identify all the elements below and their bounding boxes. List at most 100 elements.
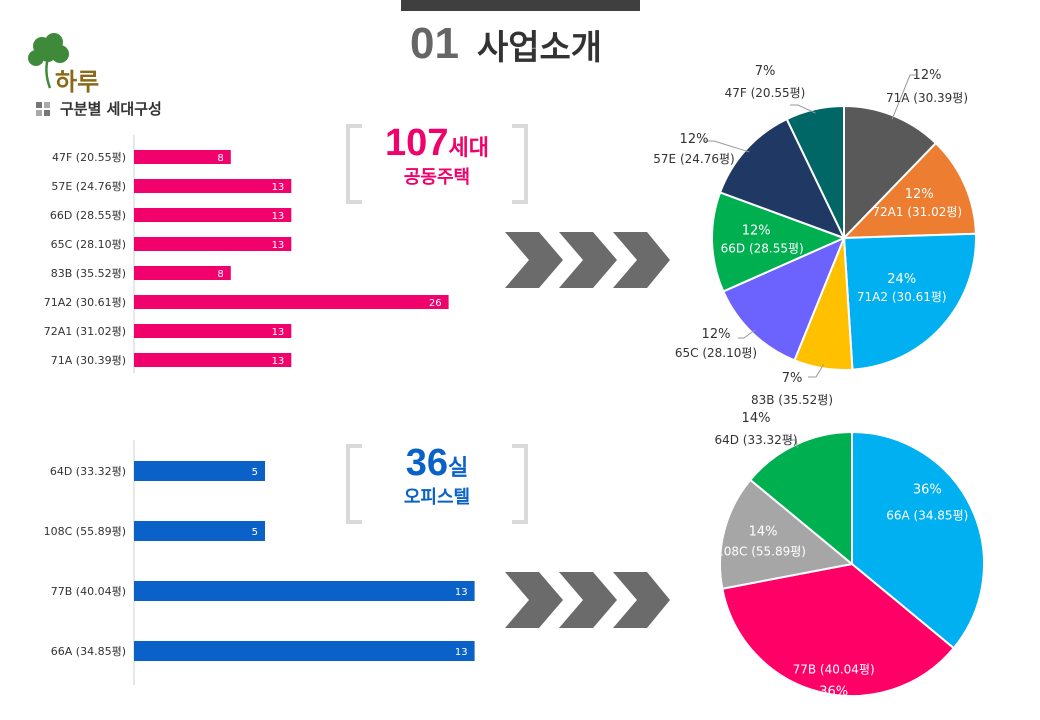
bar-value-label: 8 — [217, 153, 223, 164]
chevron-arrows-icon — [505, 232, 670, 288]
bar — [134, 461, 265, 481]
office-count: 36 — [405, 442, 449, 484]
page-title: 01 사업소개 — [410, 16, 602, 72]
bar-category-label: 66A (34.85평) — [51, 645, 126, 658]
pie-slice — [711, 191, 847, 293]
pie-percent-label: 12% — [702, 327, 731, 342]
pie-slice — [851, 430, 985, 650]
pie-percent-label: 24% — [887, 272, 916, 287]
bar — [134, 266, 231, 280]
pie-leader-line — [704, 140, 750, 153]
office-unit: 실 — [448, 456, 469, 481]
pie-percent-label: 12% — [905, 187, 934, 202]
clover-logo-icon — [28, 33, 69, 89]
bar-category-label: 57E (24.76평) — [51, 180, 126, 193]
bar-value-label: 13 — [272, 240, 285, 251]
bar — [134, 521, 265, 541]
pie-percent-label: 12% — [913, 68, 942, 83]
top-accent-bar — [401, 0, 640, 11]
pie-percent-label: 7% — [782, 371, 803, 386]
bar-value-label: 13 — [272, 211, 285, 222]
housing-pie-chart: 12% 71A (30.39평) 12% 72A1 (31.02평) 24% 71A2 (… — [653, 64, 977, 407]
pie-leader-line — [891, 74, 916, 120]
bar-value-label: 5 — [252, 467, 258, 478]
pie-slice — [721, 236, 846, 362]
bar — [134, 208, 292, 222]
callout-bracket-left — [346, 444, 362, 524]
callout-bracket-left — [346, 124, 362, 204]
pie-slice-label: 72A1 (31.02평) — [872, 205, 962, 219]
pie-slice-label: 64D (33.32평) — [714, 433, 797, 447]
pie-slice-label: 57E (24.76평) — [653, 152, 734, 166]
section-label: 구분별 세대구성 — [36, 98, 162, 119]
squares-icon — [36, 101, 50, 116]
pie-slice-label: 77B (40.04평) — [793, 662, 875, 676]
bar-value-label: 13 — [455, 647, 468, 658]
bar — [134, 295, 449, 309]
callout-bracket-right — [512, 124, 528, 204]
bar-category-label: 47F (20.55평) — [52, 151, 126, 164]
office-callout: 36실 오피스텔 — [362, 442, 512, 509]
section-label-text: 구분별 세대구성 — [60, 100, 162, 118]
pie-slice — [785, 104, 845, 239]
housing-label: 공동주택 — [403, 167, 471, 188]
bar-value-label: 8 — [217, 269, 223, 280]
office-label: 오피스텔 — [403, 487, 471, 508]
pie-percent-label: 12% — [680, 132, 709, 147]
office-pie-chart: 36% 66A (34.85평) 36% 77B (40.04평) 14% 108C (5… — [714, 411, 985, 699]
pie-percent-label: 14% — [749, 525, 778, 540]
bar-value-label: 13 — [272, 182, 285, 193]
bar-category-label: 77B (40.04평) — [51, 585, 126, 598]
pie-percent-label: 36% — [819, 684, 848, 699]
pie-slice — [842, 232, 977, 371]
bar-category-label: 64D (33.32평) — [50, 465, 126, 478]
pie-leader-line — [790, 104, 816, 114]
pie-percent-label: 7% — [755, 64, 776, 79]
bar-category-label: 66D (28.55평) — [50, 209, 126, 222]
bar — [134, 581, 475, 601]
housing-unit: 세대 — [448, 136, 489, 161]
pie-slice-label: 108C (55.89평) — [716, 545, 806, 559]
pie-slice-label: 71A (30.39평) — [886, 91, 968, 105]
callout-bracket-right — [512, 444, 528, 524]
housing-callout: 107세대 공동주택 — [362, 122, 512, 189]
bar — [134, 237, 292, 251]
office-bar-chart: 64D (33.32평) 5 108C (55.89평) 5 77B (40.04평) 1… — [44, 440, 475, 685]
bar — [134, 150, 231, 164]
pie-leader-line — [738, 329, 756, 339]
pie-slice-label: 66A (34.85평) — [886, 508, 968, 522]
pie-slice-label: 66D (28.55평) — [721, 242, 804, 256]
pie-slice — [748, 430, 853, 567]
page-title-number: 01 — [410, 19, 459, 68]
pie-leader-line — [788, 439, 798, 449]
bar — [134, 641, 475, 661]
bar-category-label: 83B (35.52평) — [51, 267, 126, 280]
pie-percent-label: 14% — [742, 411, 771, 426]
chevron-arrows-icon — [505, 572, 670, 628]
pie-leader-line — [808, 364, 824, 378]
bar-category-label: 72A1 (31.02평) — [44, 325, 126, 338]
pie-slice — [721, 562, 956, 697]
pie-slice — [841, 141, 977, 240]
bar-category-label: 108C (55.89평) — [44, 525, 126, 538]
bar-category-label: 71A (30.39평) — [51, 354, 126, 367]
pie-slice-label: 83B (35.52평) — [751, 393, 833, 407]
logo-text: 하루 — [55, 67, 100, 96]
housing-count: 107 — [385, 122, 449, 164]
housing-bar-chart: 47F (20.55평) 8 57E (24.76평) 13 66D (28.55평) 1… — [44, 135, 449, 373]
bar-value-label: 13 — [455, 587, 468, 598]
pie-percent-label: 12% — [742, 224, 771, 239]
bar — [134, 324, 292, 338]
bar-category-label: 71A2 (30.61평) — [44, 296, 126, 309]
pie-slice-label: 65C (28.10평) — [675, 346, 757, 360]
pie-slice — [718, 117, 846, 240]
bar — [134, 353, 292, 367]
bar-category-label: 65C (28.10평) — [51, 238, 126, 251]
bar-value-label: 26 — [429, 298, 442, 309]
bar-value-label: 5 — [252, 527, 258, 538]
bar-value-label: 13 — [272, 327, 285, 338]
pie-slice — [719, 478, 855, 590]
pie-slice-label: 47F (20.55평) — [725, 86, 806, 100]
page-title-text: 사업소개 — [476, 27, 603, 68]
bar-value-label: 13 — [272, 356, 285, 367]
